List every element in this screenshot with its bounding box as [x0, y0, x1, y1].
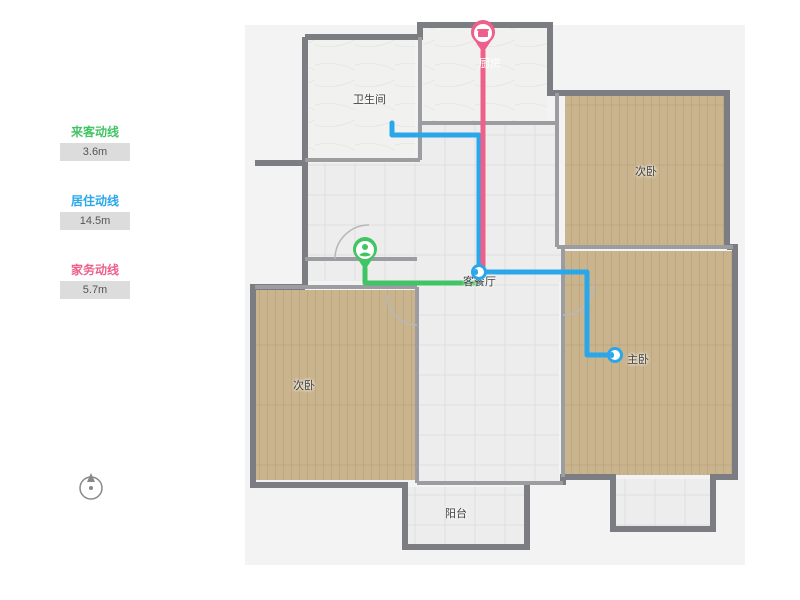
legend-item-chore: 家务动线 5.7m	[60, 258, 130, 299]
label-balcony: 阳台	[445, 505, 467, 521]
room-living	[417, 123, 559, 483]
legend-label: 居住动线	[60, 189, 130, 212]
label-kitchen: 厨房	[479, 55, 501, 71]
label-bathroom: 卫生间	[353, 91, 386, 107]
room-bedroom-lower-left	[255, 290, 415, 480]
legend-value: 14.5m	[60, 212, 130, 230]
legend-label: 来客动线	[60, 120, 130, 143]
marker-living-icon	[471, 264, 487, 280]
label-master: 主卧	[627, 351, 649, 367]
person-icon	[351, 236, 379, 270]
legend-value: 5.7m	[60, 281, 130, 299]
marker-master-icon	[607, 347, 623, 363]
label-bedroom-l: 次卧	[293, 377, 315, 393]
pot-icon	[469, 19, 497, 53]
legend-value: 3.6m	[60, 143, 130, 161]
legend: 来客动线 3.6m 居住动线 14.5m 家务动线 5.7m	[60, 120, 130, 327]
floorplan: 厨房 卫生间 次卧 客餐厅 次卧 主卧 阳台	[235, 15, 755, 575]
room-master	[565, 251, 733, 475]
label-bedroom-u: 次卧	[635, 163, 657, 179]
legend-label: 家务动线	[60, 258, 130, 281]
floorplan-svg	[235, 15, 755, 575]
legend-item-guest: 来客动线 3.6m	[60, 120, 130, 161]
legend-item-living: 居住动线 14.5m	[60, 189, 130, 230]
compass-icon	[75, 470, 107, 502]
